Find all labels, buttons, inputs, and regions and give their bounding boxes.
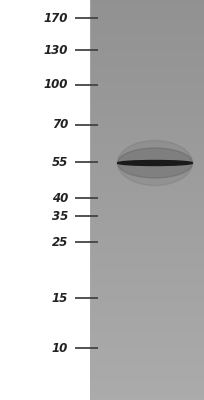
Text: 70: 70 bbox=[52, 118, 68, 132]
Text: 35: 35 bbox=[52, 210, 68, 222]
Text: 10: 10 bbox=[52, 342, 68, 354]
Ellipse shape bbox=[118, 148, 193, 178]
Text: 130: 130 bbox=[44, 44, 68, 56]
Text: 170: 170 bbox=[44, 12, 68, 24]
Text: 40: 40 bbox=[52, 192, 68, 204]
Text: 15: 15 bbox=[52, 292, 68, 304]
Ellipse shape bbox=[118, 140, 193, 186]
Text: 55: 55 bbox=[52, 156, 68, 168]
Ellipse shape bbox=[118, 160, 193, 166]
Text: 100: 100 bbox=[44, 78, 68, 92]
Text: 25: 25 bbox=[52, 236, 68, 248]
